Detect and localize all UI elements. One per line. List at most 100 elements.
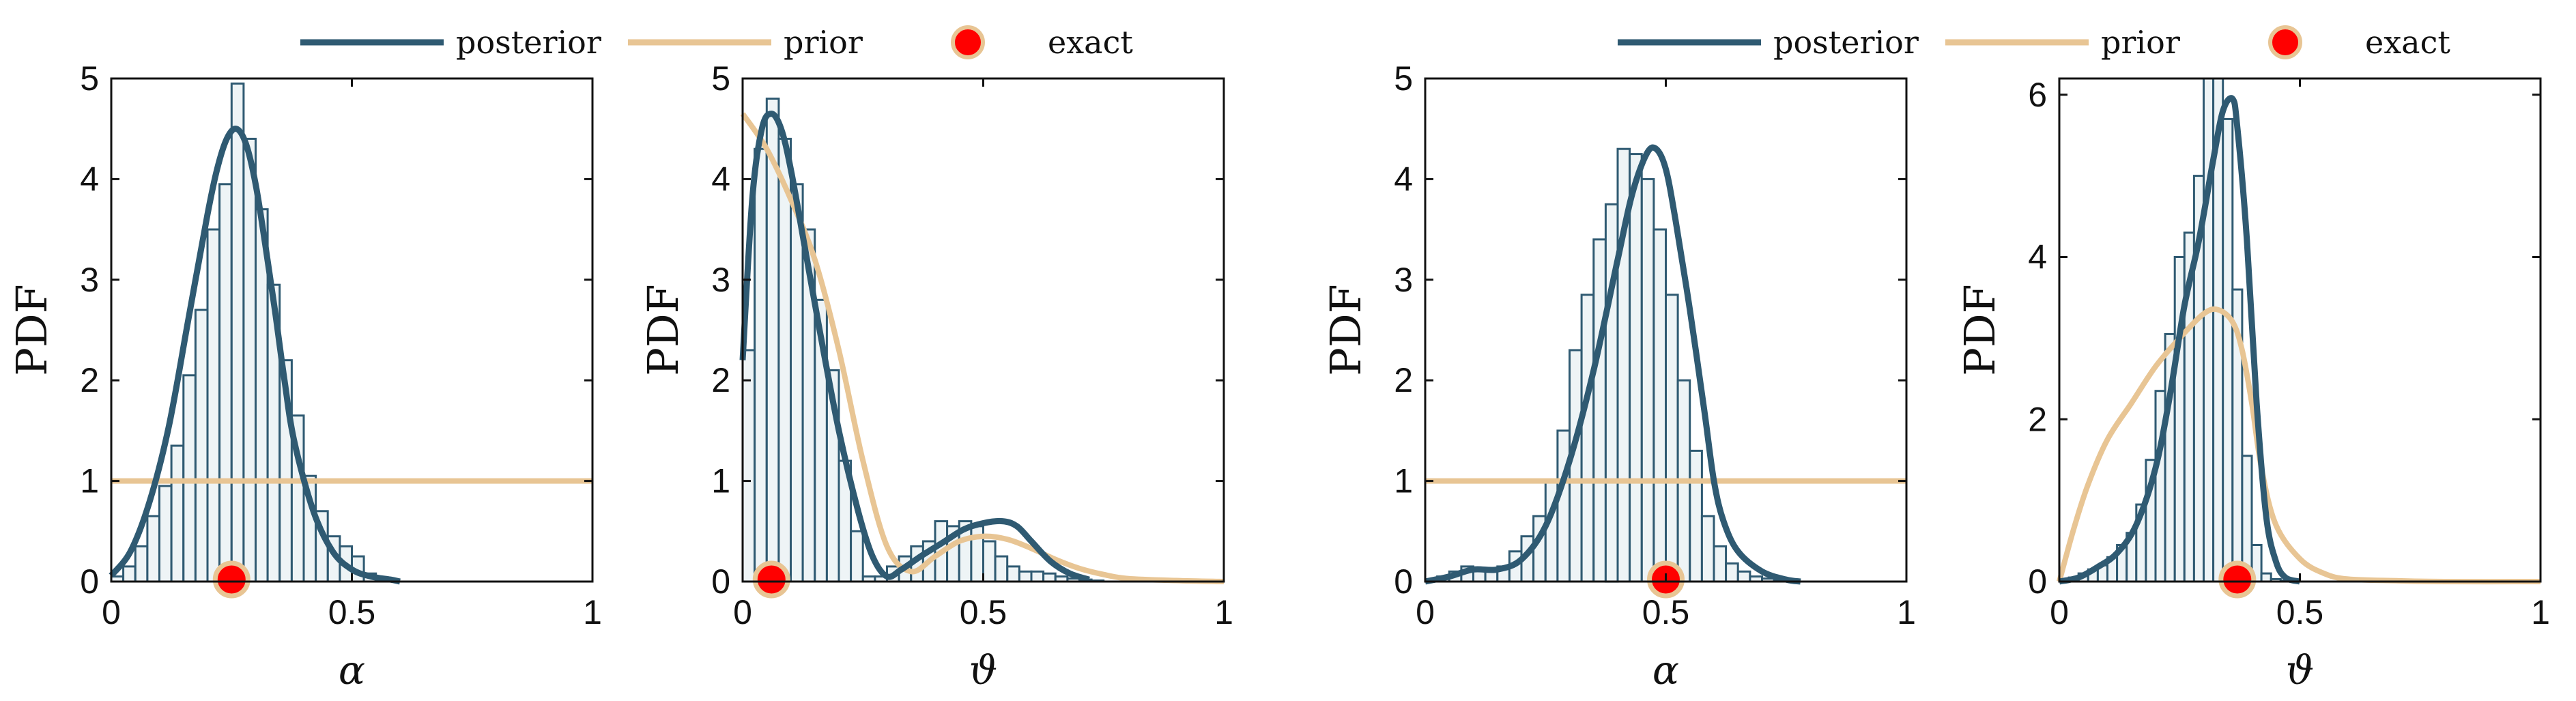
y-axis-label: PDF [638,284,688,375]
y-axis-label: PDF [7,284,57,375]
x-tick-label: 0.5 [328,593,376,631]
hist-bar [122,565,137,583]
y-tick-label: 4 [1394,160,1413,198]
hist-bar [1689,449,1703,583]
hist-bar [242,137,257,583]
posterior-curve [739,111,1090,583]
y-axis-label: PDF [1321,284,1371,375]
y-tick-label: 0 [2028,562,2047,601]
exact-marker [752,560,790,599]
hist-bar [1030,570,1045,583]
y-tick-label: 2 [1394,361,1413,399]
hist-bar [1700,515,1715,583]
histogram [2058,77,2291,583]
y-tick-label: 4 [2028,238,2047,276]
hist-bar [1629,153,1643,583]
x-tick-label: 1 [583,593,602,631]
y-tick-label: 1 [711,462,730,500]
y-tick-label: 0 [80,562,99,601]
y-tick-label: 5 [80,59,99,98]
x-tick-label: 0.5 [960,593,1007,631]
curves [1425,144,1906,599]
posterior-curve [1425,144,1801,585]
x-axis-label: α [1652,647,1679,693]
hist-bar [170,444,185,583]
hist-bar [1725,562,1739,583]
x-tick-label: 1 [1897,593,1916,631]
hist-bar [2260,572,2272,583]
ticks: 0 0.5 1 0 2 4 6 [2028,76,2550,631]
legend-exact-label: exact [1048,24,1133,61]
hist-bar [1640,177,1655,583]
prior-curve [2057,306,2541,585]
y-tick-label: 0 [711,562,730,601]
y-tick-label: 5 [1394,59,1413,98]
x-tick-label: 1 [1214,593,1233,631]
x-tick-label: 0 [733,593,752,631]
x-tick-label: 0 [1416,593,1435,631]
hist-bar [206,228,221,583]
hist-bar [1042,572,1057,583]
curves [739,111,1225,599]
hist-bar [218,183,233,583]
x-tick-label: 0.5 [1642,593,1690,631]
legend-posterior-label: posterior [456,24,601,61]
y-tick-label: 3 [711,261,730,299]
posterior-curve [109,126,401,585]
panel-3-alpha: 0 0.5 1 0 1 2 3 4 5 PDF α [1321,59,1916,693]
y-axis-label: PDF [1955,284,2005,375]
x-tick-label: 0 [2050,593,2069,631]
y-tick-label: 2 [80,361,99,399]
y-tick-label: 1 [1394,462,1413,500]
ticks: 0 0.5 1 0 1 2 3 4 5 [1394,59,1916,631]
hist-bar [1569,349,1583,583]
hist-bar [850,530,864,583]
histogram [1424,147,1799,583]
hist-bar [1652,228,1667,583]
exact-marker [2218,560,2257,599]
ticks: 0 0.5 1 0 1 2 3 4 5 [80,59,602,631]
legend-prior-label: prior [2101,24,2180,61]
legend-exact-marker [2268,25,2302,59]
x-tick-label: 1 [2531,593,2550,631]
curves [109,126,592,599]
hist-bar [2222,117,2234,583]
x-axis-label: ϑ [2286,647,2314,693]
hist-bar [1556,429,1571,583]
x-axis-label: ϑ [969,647,997,693]
hist-bar [994,555,1009,583]
x-tick-label: 0 [102,593,121,631]
x-axis-label: α [339,647,365,693]
legend-prior-label: prior [784,24,863,61]
hist-bar [1580,294,1595,583]
hist-bar [741,349,756,583]
hist-bar [790,183,804,583]
hist-bar [982,540,997,583]
y-tick-label: 5 [711,59,730,98]
ticks: 0 0.5 1 0 1 2 3 4 5 [711,59,1233,631]
y-tick-label: 6 [2028,76,2047,114]
hist-bar [146,515,160,583]
legend-exact-label: exact [2365,24,2450,61]
y-tick-label: 1 [80,462,99,500]
y-tick-label: 4 [80,160,99,198]
posterior-curve [2059,95,2301,585]
curves [2057,95,2541,599]
hist-bar [1736,570,1751,583]
y-tick-label: 3 [80,261,99,299]
hist-bar [1018,570,1033,583]
hist-bar [158,485,173,583]
y-tick-label: 3 [1394,261,1413,299]
legend-left: posterior prior exact [300,24,1133,61]
y-tick-label: 4 [711,160,730,198]
legend-right: posterior prior exact [1618,24,2450,61]
hist-bar [1665,294,1679,583]
exact-marker [212,560,251,599]
hist-bar [134,545,149,583]
panel-2-theta: 0 0.5 1 0 1 2 3 4 5 PDF ϑ [638,59,1233,693]
prior-curve [740,112,1225,584]
hist-bar [754,147,768,583]
legend-posterior-label: posterior [1773,24,1919,61]
y-tick-label: 0 [1394,562,1413,601]
